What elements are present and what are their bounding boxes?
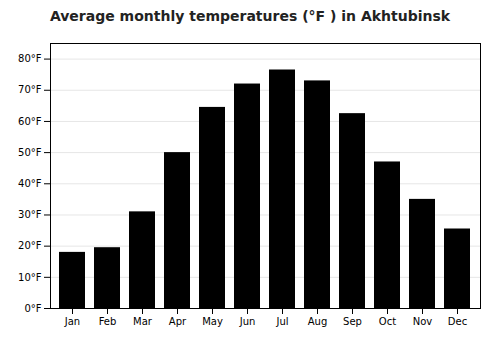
svg-text:May: May bbox=[202, 316, 223, 327]
svg-text:Aug: Aug bbox=[308, 316, 328, 327]
svg-text:Nov: Nov bbox=[413, 316, 433, 327]
svg-text:30°F: 30°F bbox=[18, 209, 42, 220]
svg-text:40°F: 40°F bbox=[18, 178, 42, 189]
html-text:Average monthly temperatures (: Average monthly temperatures (°F ) in Ak… bbox=[49, 8, 451, 24]
svg-text:0°F: 0°F bbox=[24, 303, 41, 314]
svg-text:Feb: Feb bbox=[99, 316, 117, 327]
svg-text:Jan: Jan bbox=[64, 316, 80, 327]
svg-text:50°F: 50°F bbox=[18, 147, 42, 158]
svg-text:Dec: Dec bbox=[448, 316, 467, 327]
svg-text:Mar: Mar bbox=[133, 316, 153, 327]
svg-text:60°F: 60°F bbox=[18, 116, 42, 127]
svg-text:80°F: 80°F bbox=[18, 53, 42, 64]
svg-text:Apr: Apr bbox=[169, 316, 187, 327]
svg-text:Oct: Oct bbox=[379, 316, 396, 327]
svg-text:Jul: Jul bbox=[275, 316, 288, 327]
svg-text:Sep: Sep bbox=[343, 316, 362, 327]
svg-text:Jun: Jun bbox=[239, 316, 256, 327]
svg-text:70°F: 70°F bbox=[18, 84, 42, 95]
svg-text:10°F: 10°F bbox=[18, 272, 42, 283]
svg-text:20°F: 20°F bbox=[18, 240, 42, 251]
